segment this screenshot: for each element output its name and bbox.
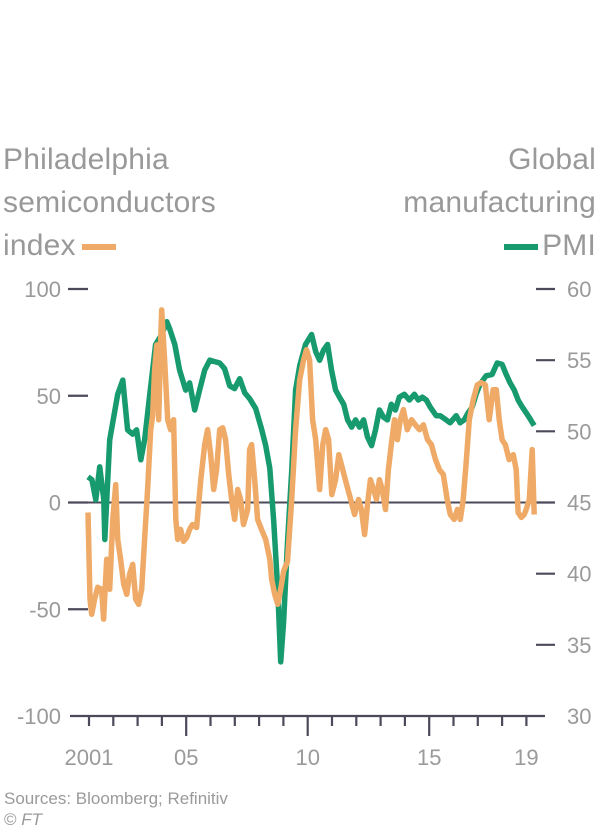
right-axis: 60 55 50 45 40 35 30: [536, 277, 591, 729]
right-tick-label: 30: [567, 704, 591, 729]
legend-left-line-1: Philadelphia: [3, 143, 169, 176]
left-tick-label: -100: [17, 704, 61, 729]
x-axis: 2001 05 10 15 19: [65, 714, 545, 770]
right-tick-label: 45: [567, 491, 591, 516]
left-axis: 100 50 0 -50 -100: [17, 277, 88, 729]
series-line-semiconductors: [85, 307, 537, 622]
series-layer: [85, 307, 537, 665]
left-tick-label: 0: [49, 491, 61, 516]
x-tick-label: 2001: [65, 745, 114, 770]
legend-right-line-3-wrap: PMI: [403, 224, 596, 267]
legend-swatch-pmi: [504, 244, 539, 251]
left-tick-label: -50: [29, 597, 61, 622]
x-tick-label: 05: [174, 745, 198, 770]
legend-right-line-1: Global: [508, 143, 596, 176]
legend-left-line-3-wrap: index: [3, 224, 216, 267]
legend-semiconductors: Philadelphia semiconductors index: [3, 138, 216, 267]
copyright-symbol: ©: [4, 810, 17, 829]
right-tick-label: 50: [567, 419, 591, 444]
legend-swatch-semiconductors: [81, 244, 116, 251]
legend-left-line-3: index: [3, 229, 76, 262]
right-tick-label: 60: [567, 277, 591, 302]
x-tick-label: 19: [514, 745, 538, 770]
legend-left-line-2: semiconductors: [3, 186, 216, 219]
legend-pmi: Global manufacturing PMI: [403, 138, 596, 267]
x-tick-label: 15: [417, 745, 441, 770]
copyright-owner: FT: [21, 810, 43, 829]
left-tick-label: 50: [37, 384, 61, 409]
right-tick-label: 35: [567, 633, 591, 658]
legend-right-line-2: manufacturing: [403, 186, 596, 219]
x-tick-label: 10: [295, 745, 319, 770]
copyright: © FT: [4, 810, 42, 830]
source-note: Sources: Bloomberg; Refinitiv: [4, 789, 228, 808]
right-tick-label: 55: [567, 348, 591, 373]
left-tick-label: 100: [24, 277, 61, 302]
legend-right-line-3: PMI: [542, 229, 596, 262]
right-tick-label: 40: [567, 562, 591, 587]
